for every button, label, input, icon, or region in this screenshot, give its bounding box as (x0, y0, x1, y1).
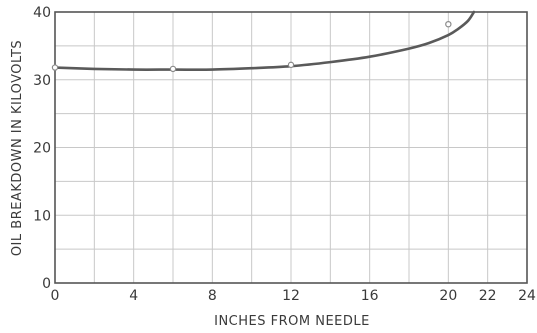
plot-frame (54, 11, 528, 284)
x-tick-label: 24 (518, 288, 536, 304)
grid (55, 12, 527, 283)
x-tick-label: 22 (479, 288, 497, 304)
x-tick-label: 12 (282, 288, 300, 304)
y-tick-label: 40 (33, 5, 51, 21)
data-point (51, 64, 59, 71)
y-axis-title: OIL BREAKDOWN IN KILOVOLTS (10, 40, 25, 256)
x-tick-label: 20 (439, 288, 457, 304)
data-point (287, 61, 295, 69)
y-tick-label: 30 (33, 73, 51, 89)
y-tick-labels: 0 10 20 30 40 (33, 5, 51, 292)
y-tick-label: 0 (42, 276, 51, 292)
data-point (445, 20, 452, 28)
x-axis-title: INCHES FROM NEEDLE (214, 314, 370, 328)
points-layer (51, 20, 452, 73)
y-tick-label: 10 (33, 208, 51, 224)
x-tick-label: 0 (51, 288, 60, 304)
x-tick-label: 8 (208, 288, 217, 304)
plot-border (54, 11, 528, 284)
series-layer (53, 10, 476, 71)
data-point (169, 65, 177, 73)
x-tick-label: 4 (129, 288, 138, 304)
series-line-0 (53, 10, 476, 71)
x-tick-label: 16 (361, 288, 379, 304)
y-tick-label: 20 (33, 141, 51, 157)
x-tick-labels: 0 4 8 12 16 20 22 24 (51, 288, 536, 304)
